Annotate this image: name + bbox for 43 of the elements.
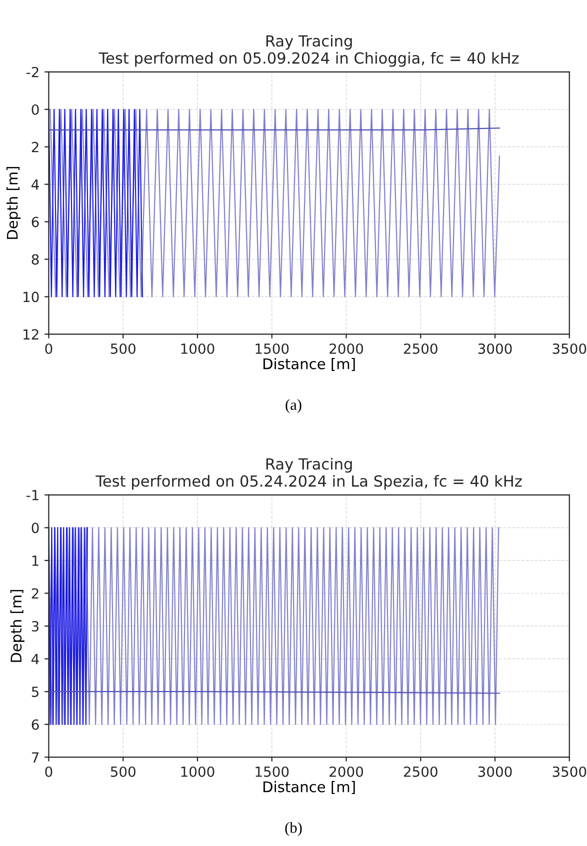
x-tick-label: 1000 [181,766,214,777]
y-tick-label: 7 [32,752,39,762]
y-tick-label: 12 [24,329,38,340]
y-tick-label: -2 [26,66,38,78]
y-tick-label: 4 [32,654,39,664]
chart-subtitle: Test performed on 05.24.2024 in La Spezia, fc = 40 kHz [96,474,522,490]
x-tick-label: 1000 [181,343,214,354]
x-axis-title: Distance [m] [263,781,355,794]
chart-title: Ray Tracing [266,458,352,473]
x-tick-label: 2000 [330,343,363,354]
y-tick-label: 4 [32,179,39,190]
y-tick-label: 2 [32,142,38,152]
y-tick-label: 6 [32,719,39,730]
y-tick-label: 6 [32,216,39,228]
y-tick-label: 5 [32,686,38,698]
x-tick-label: 2000 [330,766,363,777]
x-tick-label: 2500 [404,766,438,777]
x-tick-label: 0 [45,766,52,777]
x-tick-label: 2500 [404,343,438,354]
x-tick-label: 1500 [256,766,289,777]
text: (b) [285,822,302,836]
y-tick-label: 3 [32,621,39,632]
x-tick-label: 3000 [478,343,512,354]
text: (a) [286,399,302,414]
x-tick-label: 500 [110,766,136,777]
x-tick-label: 3000 [478,766,512,777]
y-tick-label: 2 [32,588,38,599]
x-tick-label: 3500 [552,343,586,354]
y-tick-label: 8 [32,254,39,265]
y-tick-label: -1 [26,490,38,500]
y-axis-title: Depth [m] [6,166,21,239]
x-tick-label: 3500 [552,766,586,777]
x-tick-label: 1500 [256,343,289,354]
y-tick-label: 1 [32,556,38,566]
x-tick-label: 0 [45,343,52,354]
y-tick-label: 0 [32,522,39,534]
y-axis-title: Depth [m] [10,590,24,662]
x-tick-label: 500 [110,343,136,354]
y-tick-label: 0 [32,104,39,115]
x-axis-title: Distance [m] [263,358,355,372]
chart-subtitle: Test performed on 05.09.2024 in Chioggia, fc = 40 kHz [98,52,519,67]
chart-title: Ray Tracing [266,34,352,50]
y-tick-label: 10 [24,292,39,302]
